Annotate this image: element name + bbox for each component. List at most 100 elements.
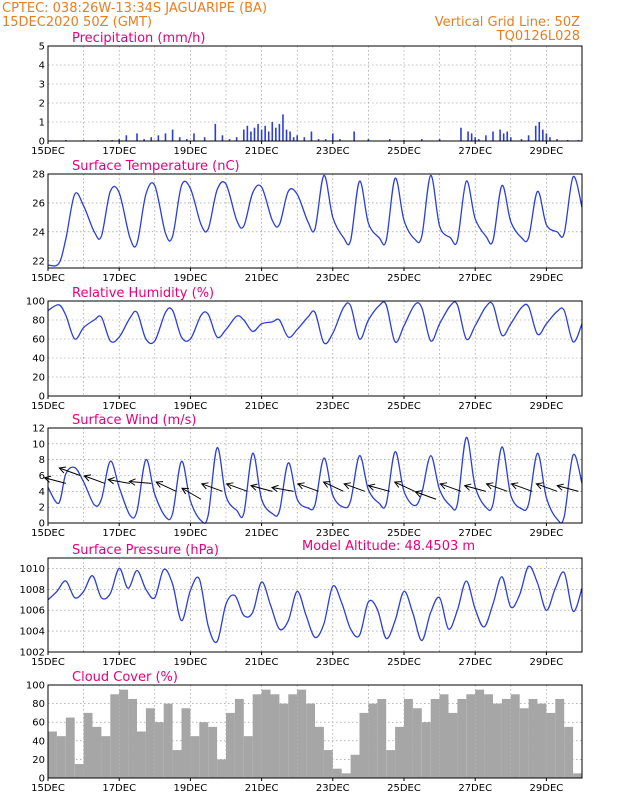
precip-bar [332,133,334,141]
precip-bar [485,135,487,141]
cloud-bar [243,736,253,778]
series-line [47,436,583,524]
y-tick-label: 100 [26,681,45,692]
y-tick-label: 1004 [20,627,45,638]
cloud-bar [395,726,404,778]
panel-2: 0 20 40 60 80 100 15DEC 17DEC 19DEC 21DEC 23DEC 25D… [26,286,583,412]
x-tick-label: 25DEC [387,657,421,668]
precip-bar [243,129,245,141]
cloud-bar [279,703,289,778]
y-tick-label: 40 [32,736,45,747]
y-tick-label: 0 [39,392,45,403]
precip-bar [289,131,291,141]
wind-arrow [343,483,366,492]
cloud-bar [119,689,129,778]
wind-arrow-head [535,482,544,490]
cloud-bar [172,750,182,778]
y-tick-label: 80 [32,316,45,327]
precip-bar [235,137,238,141]
cloud-bar [83,712,93,778]
x-tick-label: 29DEC [530,273,564,284]
wind-arrow-head [414,490,423,498]
cloud-bar [190,736,200,778]
cloud-bar [288,694,298,778]
cloud-bar [270,694,280,778]
y-tick-label: 8 [39,455,45,466]
precip-bar [474,137,476,141]
x-tick-label: 29DEC [530,146,564,157]
wind-arrow-head [250,483,258,491]
cloud-bar [154,722,164,778]
wind-arrow [271,487,294,492]
panel-frame [47,300,583,397]
panel-0: 0 1 2 3 4 5 15DEC 17DEC 19DEC 21DEC 23DEC 25DEC 27DE… [31,31,583,157]
precip-bar [545,133,548,141]
x-tick-label: 15DEC [31,146,65,157]
precip-bar [538,122,541,141]
y-tick-label: 1002 [20,648,45,659]
wind-arrow [557,485,579,492]
precip-bar [157,135,160,141]
precip-bar [467,131,469,141]
cloud-bar [74,764,84,778]
cloud-bar [377,698,387,778]
cloud-bar [297,689,307,778]
precip-bar [506,131,509,141]
panel-title: Surface Temperature (nC) [72,159,240,174]
x-tick-label: 23DEC [316,528,350,539]
cloud-bar [573,773,582,778]
cloud-bar [555,698,565,778]
precip-bar [171,129,174,141]
header-model-code: TQ0126L028 [496,29,580,44]
precip-bar [303,137,306,141]
x-tick-label: 21DEC [245,146,279,157]
wind-arrow-head [83,474,92,482]
x-tick-label: 27DEC [458,273,492,284]
precip-bar [257,123,259,141]
cloud-bar [65,717,75,778]
x-tick-label: 19DEC [174,146,208,157]
panel-title: Surface Wind (m/s) [72,413,196,428]
cloud-bar [163,703,173,778]
panel-frame [47,427,583,524]
cloud-bar [493,703,502,778]
y-tick-label: 40 [32,354,45,365]
precip-bar [367,139,370,141]
precip-bar [353,131,355,141]
precip-bar [438,139,441,141]
wind-arrow [511,483,533,492]
wind-arrow-head [556,483,564,491]
x-tick-label: 23DEC [316,273,350,284]
precip-bar [118,139,120,141]
precip-bar [339,139,341,141]
precip-bar [317,139,320,141]
panel-1: 22 24 26 28 15DEC 17DEC 19DEC 21DEC 23DEC 25DEC 27… [31,159,583,284]
cloud-bar [341,773,351,778]
x-tick-label: 15DEC [31,783,65,794]
wind-arrow-head [181,487,189,495]
x-tick-label: 25DEC [387,528,421,539]
cloud-bar [110,694,120,778]
x-tick-label: 17DEC [102,146,136,157]
precip-bar [285,129,288,141]
panel-title: Surface Pressure (hPa) [72,543,219,558]
precip-bar [549,137,551,141]
x-tick-label: 21DEC [245,783,279,794]
precip-bar [292,137,295,141]
precip-bar [421,139,423,141]
x-tick-label: 29DEC [530,401,564,412]
wind-arrow [108,479,130,484]
panel-3: 0 2 4 6 8 10 12 15DEC 17DEC 19DEC 21DEC 23DEC 25DEC 2… [31,413,583,539]
cloud-bar [430,698,440,778]
y-tick-label: 4 [39,487,45,498]
precip-bar [296,135,298,141]
wind-arrow-head [463,483,472,491]
y-tick-label: 2 [39,99,45,110]
x-tick-label: 21DEC [245,273,279,284]
cloud-bar [528,698,538,778]
x-tick-label: 23DEC [316,657,350,668]
x-tick-label: 23DEC [316,783,350,794]
x-tick-label: 27DEC [458,146,492,157]
y-tick-label: 3 [39,80,45,91]
precip-bar [246,125,249,141]
